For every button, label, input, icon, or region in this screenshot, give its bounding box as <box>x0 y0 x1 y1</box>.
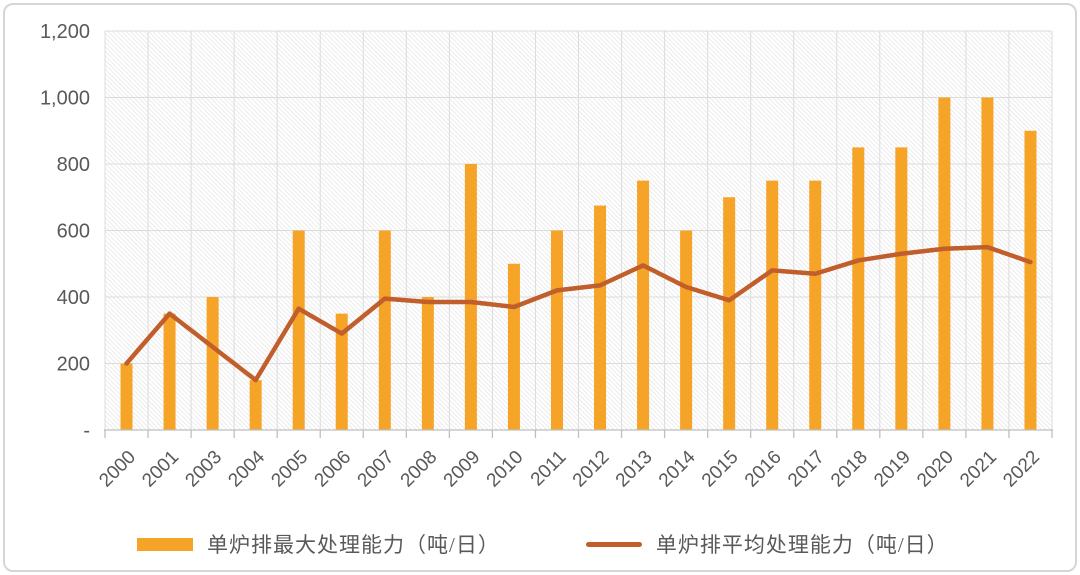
x-tick-label-2006: 2006 <box>311 447 356 492</box>
x-tick-label-2013: 2013 <box>612 447 657 492</box>
bar-2020 <box>938 97 951 430</box>
gridlines <box>104 30 1053 430</box>
bar-2010 <box>507 263 520 430</box>
x-tick-label-2022: 2022 <box>999 447 1044 492</box>
y-tick-label-1000: 1,000 <box>40 88 90 110</box>
bar-2022 <box>1024 130 1037 430</box>
x-axis <box>104 429 1053 438</box>
x-tick-label-2020: 2020 <box>913 447 958 492</box>
x-tick-label-2017: 2017 <box>784 447 829 492</box>
x-tick-label-2011: 2011 <box>527 447 571 491</box>
bar-2006 <box>335 313 348 430</box>
x-tick-label-2003: 2003 <box>181 447 226 492</box>
x-tick-label-2010: 2010 <box>483 447 528 492</box>
bar-2009 <box>464 164 477 430</box>
legend-label-avg-capacity: 单炉排平均处理能力（吨/日） <box>655 533 949 557</box>
x-tick-label-2004: 2004 <box>224 446 269 491</box>
line-series-swatch <box>585 541 642 547</box>
chart-frame: -200 400 600 800 1,000 1,200 2000 2001 2003 2004 2… <box>3 3 1077 572</box>
x-tick-label-2009: 2009 <box>440 447 485 492</box>
legend-label-max-capacity: 单炉排最大处理能力（吨/日） <box>207 533 500 557</box>
x-tick-label-2021: 2021 <box>956 447 1001 492</box>
bar-2003 <box>206 297 219 430</box>
x-tick-label-2007: 2007 <box>354 447 399 492</box>
y-tick-label-200: 200 <box>57 354 90 376</box>
bar-2000 <box>120 363 133 430</box>
bar-2021 <box>981 97 994 430</box>
bar-2004 <box>249 380 262 430</box>
bar-2011 <box>550 230 563 430</box>
x-tick-label-2008: 2008 <box>397 447 442 492</box>
x-tick-label-2005: 2005 <box>267 447 312 492</box>
bar-2005 <box>292 230 305 430</box>
x-tick-label-2019: 2019 <box>870 447 915 492</box>
bar-2014 <box>680 230 693 430</box>
bar-2015 <box>723 197 736 430</box>
bar-2008 <box>421 297 434 430</box>
y-tick-label-0: - <box>83 420 90 442</box>
average-line <box>124 244 1033 383</box>
y-tick-label-600: 600 <box>57 221 90 243</box>
y-tick-label-1200: 1,200 <box>40 21 90 43</box>
bar-2019 <box>895 147 908 430</box>
bar-2018 <box>852 147 865 430</box>
bar-2016 <box>766 180 779 430</box>
y-tick-label-800: 800 <box>57 154 90 176</box>
bar-series-swatch <box>137 537 193 551</box>
y-tick-label-400: 400 <box>57 287 90 309</box>
legend-item-avg-capacity: 单炉排平均处理能力（吨/日） <box>585 529 949 559</box>
y-axis-labels: - 200 400 600 800 1,000 1,200 <box>40 21 90 442</box>
bar-2001 <box>163 313 176 430</box>
x-tick-label-2014: 2014 <box>655 446 700 491</box>
x-tick-label-2012: 2012 <box>569 447 614 492</box>
x-tick-label-2018: 2018 <box>827 447 872 492</box>
bar-line-chart: -2004006008001,0001,20020002001200320042… <box>40 21 1053 491</box>
legend: 单炉排最大处理能力（吨/日） 单炉排平均处理能力（吨/日） <box>5 529 1075 559</box>
bar-2007 <box>378 230 391 430</box>
x-tick-label-2016: 2016 <box>741 447 786 492</box>
x-tick-label-2000: 2000 <box>95 447 140 492</box>
x-tick-label-2001: 2001 <box>138 447 183 492</box>
bar-2013 <box>637 180 650 430</box>
x-axis-labels: 2000200120032004200520062007200820092010… <box>95 446 1044 491</box>
legend-item-max-capacity: 单炉排最大处理能力（吨/日） <box>137 529 500 559</box>
x-tick-label-2015: 2015 <box>698 447 743 492</box>
bar-2017 <box>809 180 822 430</box>
bar-2012 <box>594 205 607 430</box>
